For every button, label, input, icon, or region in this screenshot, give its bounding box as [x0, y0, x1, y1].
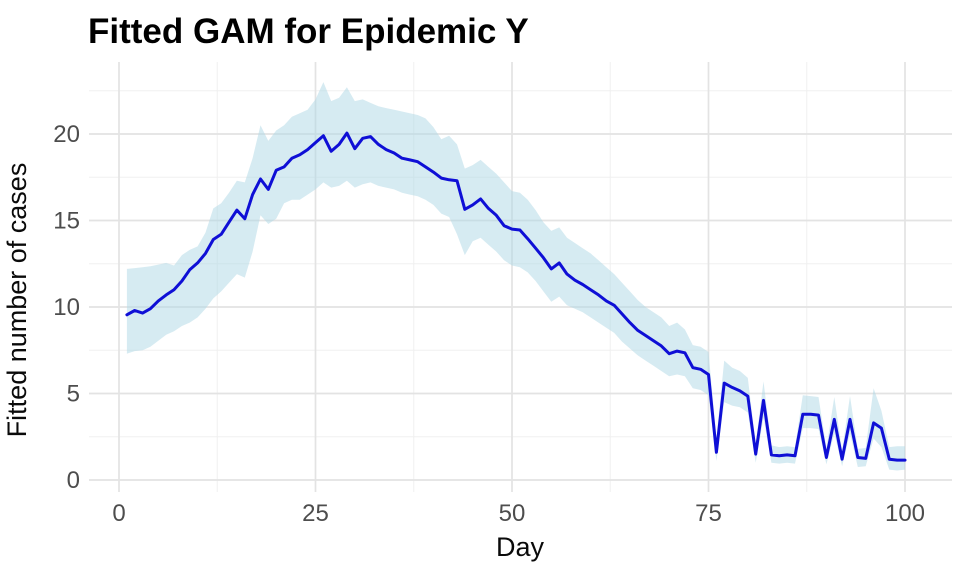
x-tick-label: 50	[499, 500, 526, 527]
x-tick-label: 100	[885, 500, 925, 527]
y-tick-label: 10	[53, 294, 80, 321]
x-tick-label: 0	[112, 500, 125, 527]
ribbon-polygon	[126, 82, 905, 471]
fitted-line-path	[125, 131, 907, 462]
y-tick-label: 20	[53, 121, 80, 148]
axis-tick-labels: 0 5 10 15 20 0 25 50 75 100	[53, 121, 925, 527]
y-tick-label: 5	[67, 381, 80, 408]
y-tick-label: 0	[67, 467, 80, 494]
confidence-ribbon	[126, 82, 905, 471]
y-tick-label: 15	[53, 208, 80, 235]
x-axis-title: Day	[496, 532, 545, 562]
x-tick-label: 25	[302, 500, 329, 527]
fitted-line	[125, 131, 907, 462]
y-axis-title: Fitted number of cases	[2, 163, 32, 438]
plot-title: Fitted GAM for Epidemic Y	[88, 12, 529, 51]
x-tick-label: 75	[695, 500, 722, 527]
